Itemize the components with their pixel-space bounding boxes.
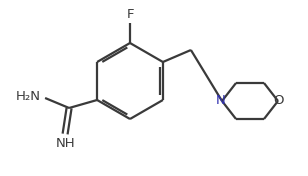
Text: O: O	[274, 95, 284, 108]
Text: N: N	[216, 95, 226, 108]
Text: H₂N: H₂N	[16, 90, 41, 103]
Text: F: F	[126, 8, 134, 21]
Text: NH: NH	[55, 137, 75, 150]
